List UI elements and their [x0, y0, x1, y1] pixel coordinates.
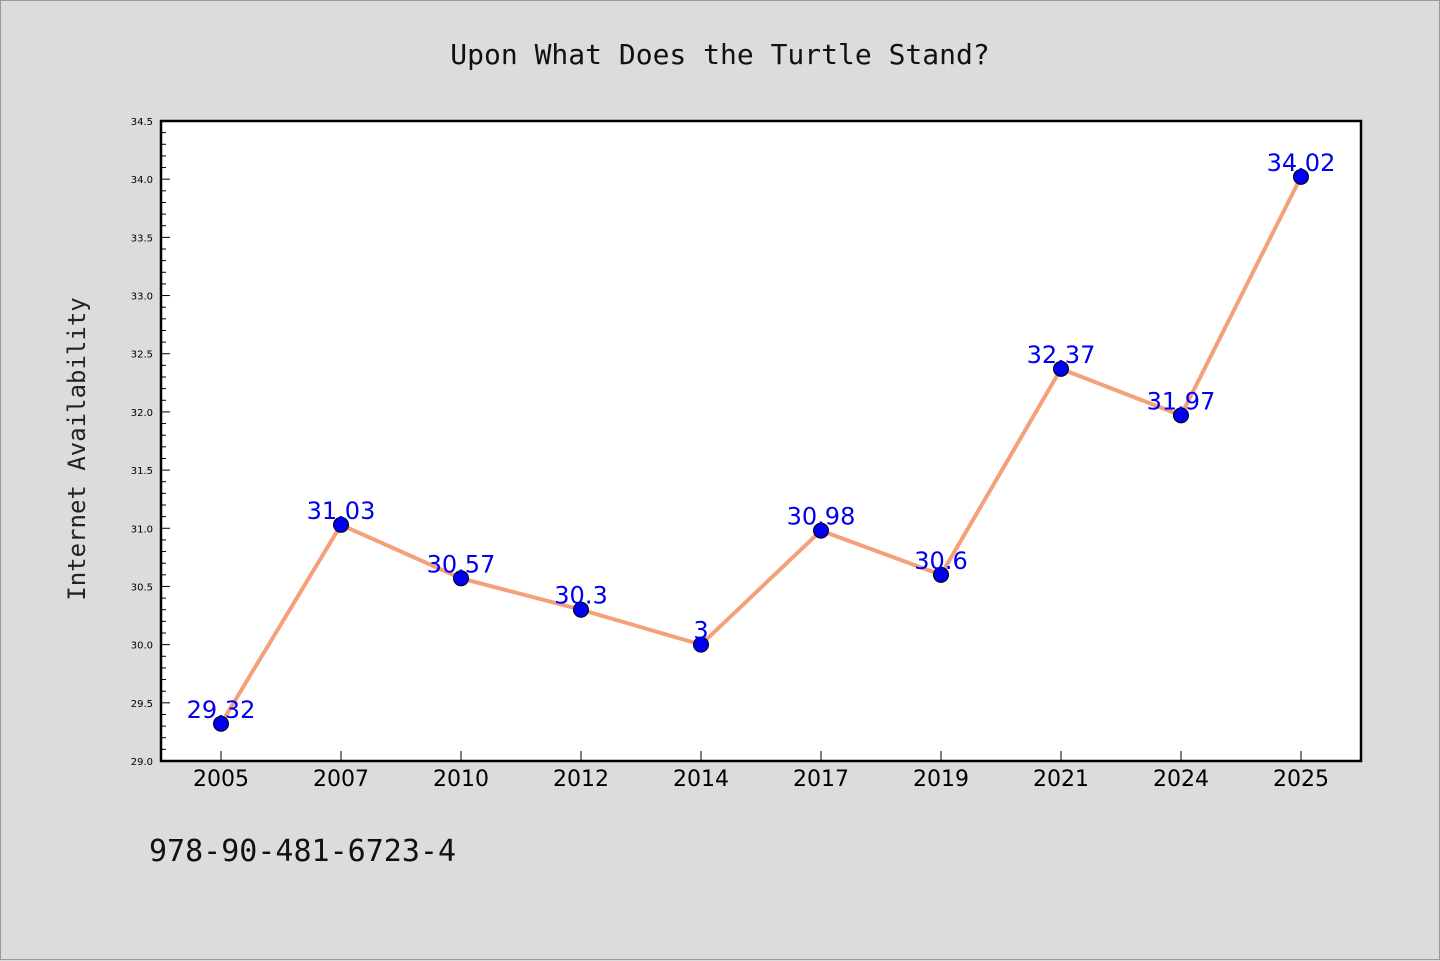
- data-label: 29.32: [187, 696, 256, 724]
- data-label: 30.3: [554, 582, 607, 610]
- data-label: 30.98: [787, 503, 856, 531]
- y-tick-label: 32.5: [131, 350, 153, 361]
- data-label: 31.03: [307, 497, 376, 525]
- y-tick-label: 34.5: [131, 117, 153, 128]
- data-label: 32.37: [1027, 341, 1096, 369]
- x-tick-label: 2019: [913, 767, 969, 792]
- data-labels: 29.32 31.03 30.57 30.3 3 30.98 30.6 32.37 31.97 3…: [187, 149, 1336, 724]
- x-tick-label: 2007: [313, 767, 369, 792]
- y-tick-label: 34.0: [131, 175, 153, 186]
- x-tick-label: 2025: [1273, 767, 1329, 792]
- data-point: [213, 715, 229, 732]
- y-tick-label: 33.0: [131, 292, 153, 303]
- data-label: 31.97: [1147, 387, 1216, 415]
- data-label: 34.02: [1267, 149, 1336, 177]
- y-axis-label: Internet Availability: [63, 297, 91, 600]
- y-axis: 29.0 29.5 30.0 30.5 31.0 31.5 32.0 32.5 33.0 33.5…: [131, 117, 170, 768]
- y-tick-label: 29.5: [131, 699, 153, 710]
- y-tick-label: 32.0: [131, 408, 153, 419]
- data-point: [1293, 168, 1309, 185]
- x-tick-label: 2014: [673, 767, 729, 792]
- data-label: 30.6: [914, 547, 967, 575]
- data-label: 30.57: [427, 550, 496, 578]
- data-point: [333, 516, 349, 533]
- isbn-text: 978-90-481-6723-4: [149, 834, 457, 869]
- x-tick-label: 2005: [193, 767, 249, 792]
- data-point: [693, 636, 709, 653]
- x-tick-label: 2024: [1153, 767, 1209, 792]
- x-tick-label: 2017: [793, 767, 849, 792]
- data-point: [573, 601, 589, 618]
- y-tick-label: 30.0: [131, 641, 153, 652]
- x-tick-label: 2021: [1033, 767, 1089, 792]
- data-label: 3: [693, 617, 708, 645]
- x-tick-label: 2010: [433, 767, 489, 792]
- data-point: [933, 566, 949, 583]
- x-tick-label: 2012: [553, 767, 609, 792]
- y-tick-label: 30.5: [131, 582, 153, 593]
- data-point: [453, 570, 469, 587]
- plot-area: [159, 119, 1363, 763]
- y-tick-label: 29.0: [131, 757, 153, 768]
- markers: [213, 168, 1309, 732]
- series-line: [219, 175, 1303, 725]
- x-axis: 2005 2007 2010 2012 2014 2017 2019 2021 2024 2025: [193, 751, 1329, 792]
- y-tick-label: 33.5: [131, 233, 153, 244]
- chart-title: Upon What Does the Turtle Stand?: [450, 38, 989, 71]
- data-point: [813, 522, 829, 539]
- data-point: [1053, 360, 1069, 377]
- data-point: [1173, 407, 1189, 424]
- series-line-group: [219, 175, 1303, 725]
- y-tick-label: 31.5: [131, 466, 153, 477]
- y-tick-label: 31.0: [131, 524, 153, 535]
